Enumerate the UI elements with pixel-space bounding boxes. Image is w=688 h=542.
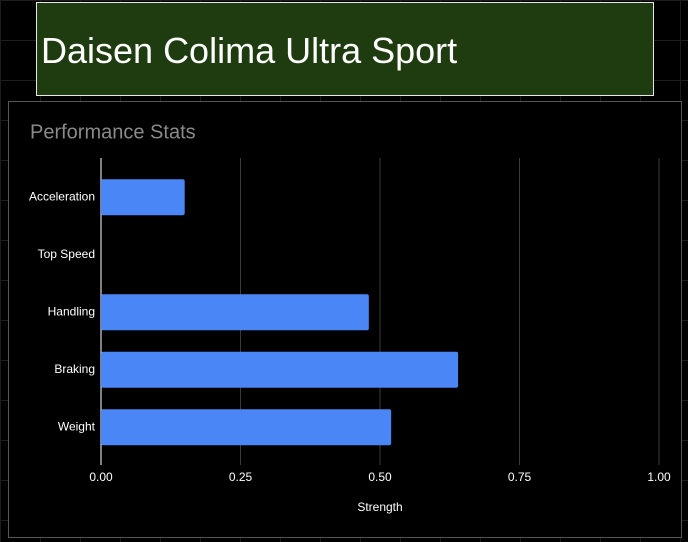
- y-tick-label: Braking: [54, 362, 95, 376]
- y-tick-label: Top Speed: [38, 247, 95, 261]
- x-tick-label: 0.25: [229, 470, 253, 484]
- y-tick-label: Acceleration: [29, 189, 95, 203]
- bar: [101, 294, 369, 331]
- bar: [101, 179, 185, 216]
- x-tick-label: 0.50: [368, 470, 392, 484]
- x-tick-label: 0.00: [89, 470, 113, 484]
- bar: [101, 351, 459, 388]
- x-tick-label: 0.75: [508, 470, 532, 484]
- header: Daisen Colima Ultra Sport: [36, 2, 654, 96]
- x-axis-label: Strength: [357, 500, 402, 514]
- bar: [101, 409, 392, 446]
- header-title: Daisen Colima Ultra Sport: [41, 30, 458, 71]
- chart-title: Performance Stats: [30, 121, 196, 143]
- x-tick-label: 1.00: [647, 470, 671, 484]
- y-tick-label: Handling: [48, 304, 95, 318]
- y-tick-label: Weight: [58, 419, 96, 433]
